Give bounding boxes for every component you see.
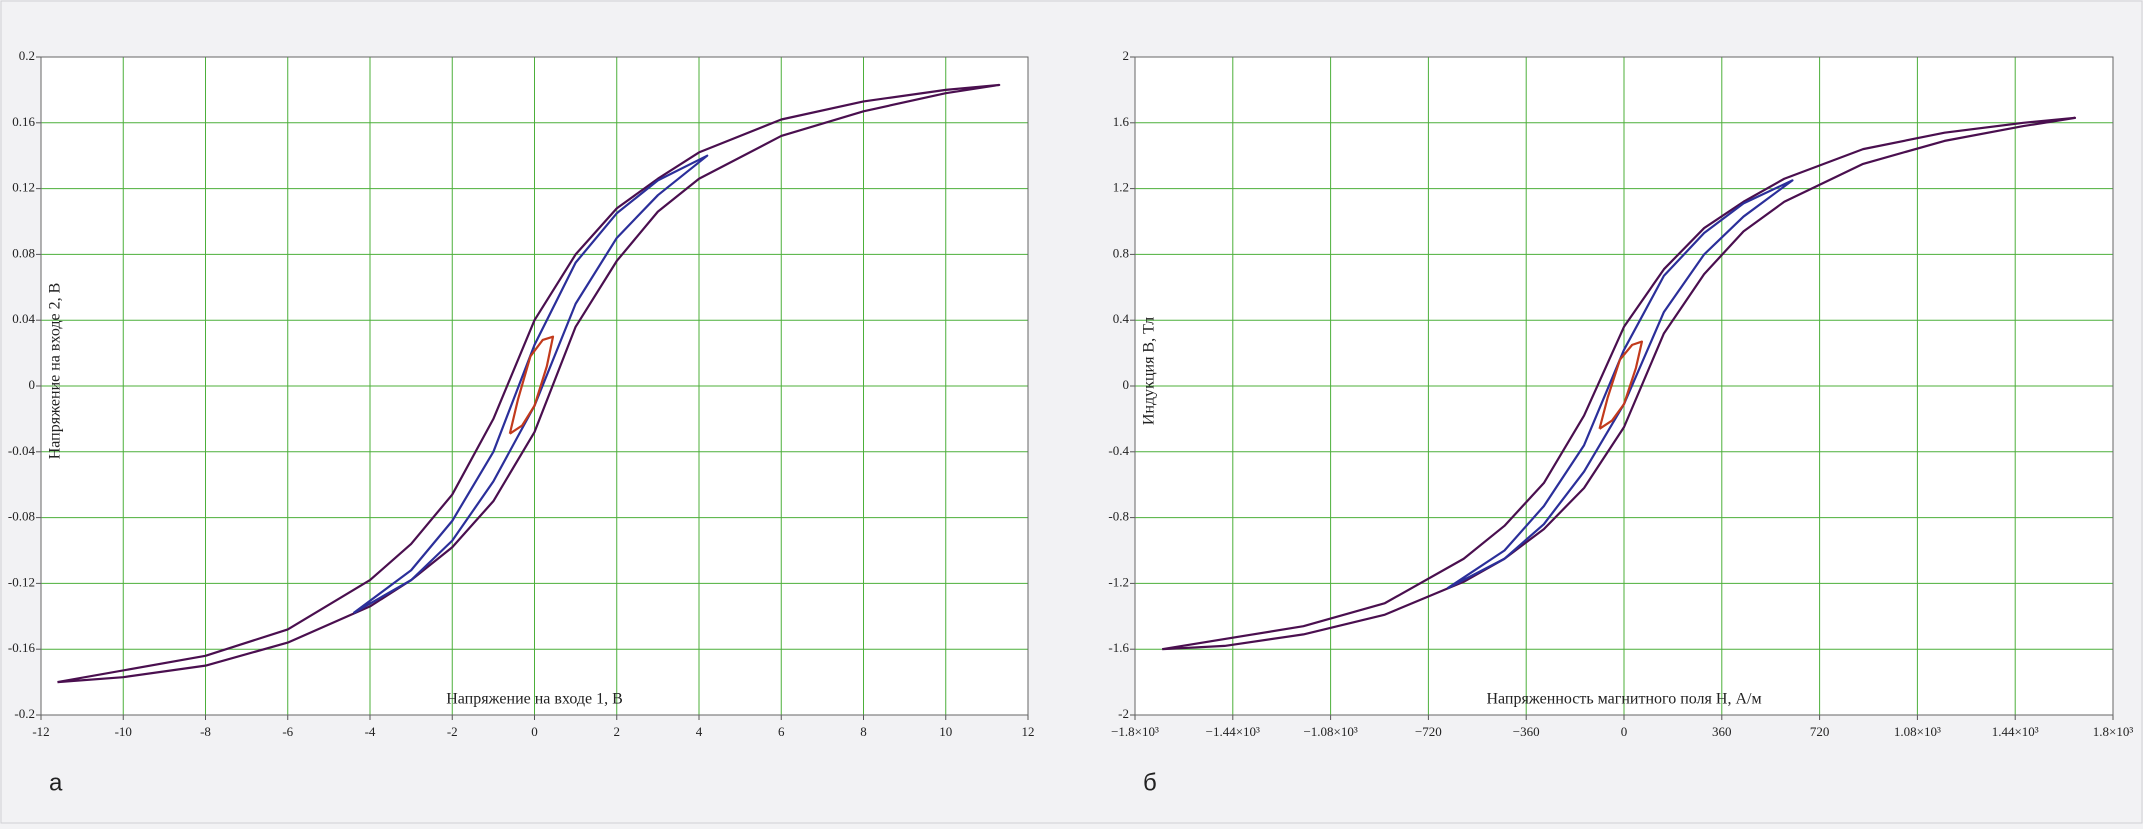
x-tick-label: 1.44×10³ [1992,724,2039,739]
y-tick-label: 0 [29,377,36,392]
x-tick-label: 0 [1621,724,1628,739]
x-tick-label: 8 [860,724,867,739]
y-tick-label: 0.08 [12,245,35,260]
x-tick-label: −720 [1415,724,1442,739]
plot-border [40,56,1029,716]
x-axis-title: Напряженность магнитного поля H, А/м [1486,691,1761,708]
x-tick-label: 0 [531,724,538,739]
loop-curve [508,335,555,435]
x-tick-label: 10 [939,724,952,739]
y-tick-label: -1.2 [1108,574,1129,589]
y-tick-label: -0.2 [14,706,35,721]
plot-border [1134,56,2114,716]
y-tick-label: 0.16 [12,114,35,129]
x-tick-label: 360 [1712,724,1732,739]
y-tick-label: -0.16 [8,640,36,655]
y-tick-label: 0.4 [1113,311,1130,326]
y-tick-label: 1.2 [1113,180,1129,195]
panel-label: а [49,769,63,796]
x-tick-label: -8 [200,724,211,739]
x-tick-label: 2 [614,724,621,739]
x-tick-label: 720 [1810,724,1830,739]
loop-curve [1598,340,1644,430]
y-tick-label: 1.6 [1113,114,1130,129]
y-tick-label: 0 [1123,377,1130,392]
x-tick-label: 12 [1022,724,1035,739]
y-tick-label: -2 [1118,706,1129,721]
y-tick-label: -0.08 [8,509,35,524]
loop-curve [1446,179,1794,590]
y-tick-label: 0.04 [12,311,35,326]
loop-curve [352,154,709,614]
x-tick-label: -10 [115,724,132,739]
chart: −1.8×10³ −1.44×10³ −1.08×10³ −720 −360 0 360 72… [1108,48,2133,796]
y-axis-title: Индукция B, Тл [1141,317,1158,425]
x-axis-title: Напряжение на входе 1, В [446,691,623,708]
x-tick-label: 1.08×10³ [1894,724,1941,739]
y-tick-label: -1.6 [1108,640,1129,655]
x-tick-label: −1.08×10³ [1303,724,1357,739]
y-tick-label: 0.2 [19,48,35,63]
x-tick-label: -4 [365,724,376,739]
x-tick-label: 6 [778,724,785,739]
x-tick-label: -12 [32,724,49,739]
x-tick-label: 4 [696,724,703,739]
y-tick-label: 0.8 [1113,245,1129,260]
y-tick-label: -0.12 [8,574,35,589]
y-axis-title: Напряжение на входе 2, В [47,283,64,460]
y-tick-label: -0.04 [8,443,36,458]
x-tick-label: -6 [282,724,293,739]
x-tick-label: −360 [1513,724,1540,739]
y-tick-label: 0.12 [12,180,35,195]
y-tick-label: 2 [1123,48,1130,63]
x-tick-label: −1.44×10³ [1206,724,1260,739]
x-tick-label: 1.8×10³ [2093,724,2134,739]
chart: -12 -10 -8 -6 -4 -2 0 2 4 6 8 10 12 -0.2 -0.16 -0.12 -0.… [8,48,1035,796]
y-tick-label: -0.4 [1108,443,1129,458]
y-tick-label: -0.8 [1108,509,1129,524]
panel-label: б [1143,769,1157,796]
x-tick-label: −1.8×10³ [1111,724,1159,739]
x-tick-label: -2 [447,724,458,739]
